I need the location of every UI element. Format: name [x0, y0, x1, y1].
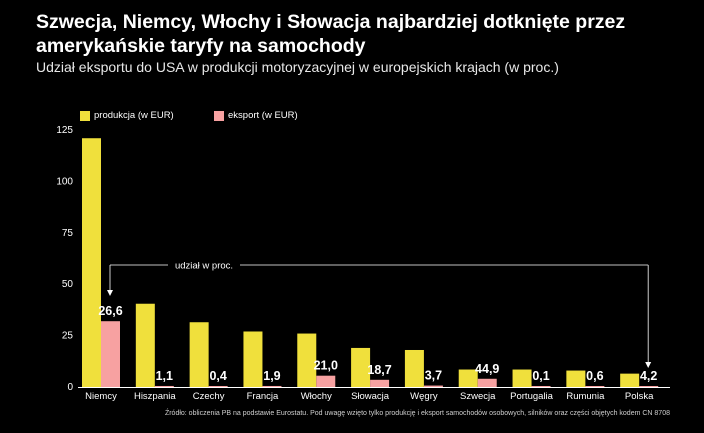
x-tick-label-6: Węgry — [410, 391, 438, 402]
bar-production-5 — [351, 347, 371, 387]
share-label-1: 1,1 — [156, 369, 173, 383]
y-tick-label: 125 — [56, 125, 73, 136]
bar-export-7 — [477, 378, 497, 387]
legend-label-production: produkcja (w EUR) — [94, 110, 174, 121]
share-label-7: 44,9 — [475, 362, 499, 376]
y-tick-label: 100 — [56, 176, 73, 187]
bar-export-10 — [639, 386, 659, 387]
bar-production-10 — [620, 373, 640, 387]
bar-export-9 — [585, 386, 605, 387]
bar-export-4 — [316, 375, 336, 387]
x-tick-label-2: Czechy — [193, 391, 225, 402]
y-tick-label: 25 — [62, 331, 74, 342]
x-tick-label-3: Francja — [247, 391, 279, 402]
bar-export-6 — [423, 385, 443, 387]
x-tick-label-8: Portugalia — [510, 391, 553, 402]
bar-export-8 — [531, 386, 551, 387]
bar-production-3 — [243, 331, 263, 387]
x-tick-label-0: Niemcy — [85, 391, 117, 402]
bar-export-3 — [262, 385, 282, 387]
bar-export-1 — [154, 385, 174, 387]
share-label-4: 21,0 — [314, 359, 338, 373]
bar-production-0 — [82, 138, 101, 387]
bar-production-4 — [297, 333, 317, 387]
x-tick-label-4: Włochy — [301, 391, 332, 402]
legend-label-export: eksport (w EUR) — [228, 110, 298, 121]
x-tick-label-9: Rumunia — [566, 391, 605, 402]
y-tick-label: 50 — [62, 279, 74, 290]
annotation-label: udział w proc. — [175, 261, 233, 272]
chart-title: Szwecja, Niemcy, Włochy i Słowacja najba… — [36, 11, 626, 57]
legend-item-export: eksport (w EUR) — [214, 110, 298, 121]
y-tick-label: 0 — [67, 382, 73, 393]
share-label-2: 0,4 — [209, 369, 226, 383]
bar-export-2 — [208, 386, 228, 387]
x-tick-label-1: Hiszpania — [134, 391, 176, 402]
share-label-5: 18,7 — [367, 363, 391, 377]
bar-export-0 — [101, 321, 120, 387]
bar-production-7 — [458, 369, 478, 387]
x-tick-label-7: Szwecja — [460, 391, 496, 402]
x-tick-label-10: Polska — [625, 391, 654, 402]
bar-production-1 — [135, 303, 155, 387]
annotation-arrowhead-left — [107, 290, 113, 296]
x-tick-label-5: Słowacja — [351, 391, 390, 402]
share-label-3: 1,9 — [263, 369, 280, 383]
share-label-10: 4,2 — [640, 369, 657, 383]
legend-swatch-production — [80, 110, 90, 121]
share-label-6: 3,7 — [425, 369, 442, 383]
bar-production-6 — [404, 349, 424, 387]
bar-production-2 — [189, 322, 209, 387]
source-note: Źródło: obliczenia PB na podstawie Euros… — [164, 410, 670, 417]
share-label-0: 26,6 — [98, 304, 122, 318]
annotation-arrowhead-right — [645, 362, 652, 368]
y-tick-label: 75 — [62, 228, 74, 239]
chart-subtitle: Udział eksportu do USA w produkcji motor… — [36, 59, 559, 75]
legend-item-production: produkcja (w EUR) — [80, 110, 174, 121]
share-label-8: 0,1 — [532, 369, 549, 383]
share-label-9: 0,6 — [586, 369, 603, 383]
bar-production-9 — [566, 370, 586, 387]
bar-export-5 — [370, 379, 390, 387]
legend-swatch-export — [214, 110, 224, 121]
bar-production-8 — [512, 369, 532, 387]
